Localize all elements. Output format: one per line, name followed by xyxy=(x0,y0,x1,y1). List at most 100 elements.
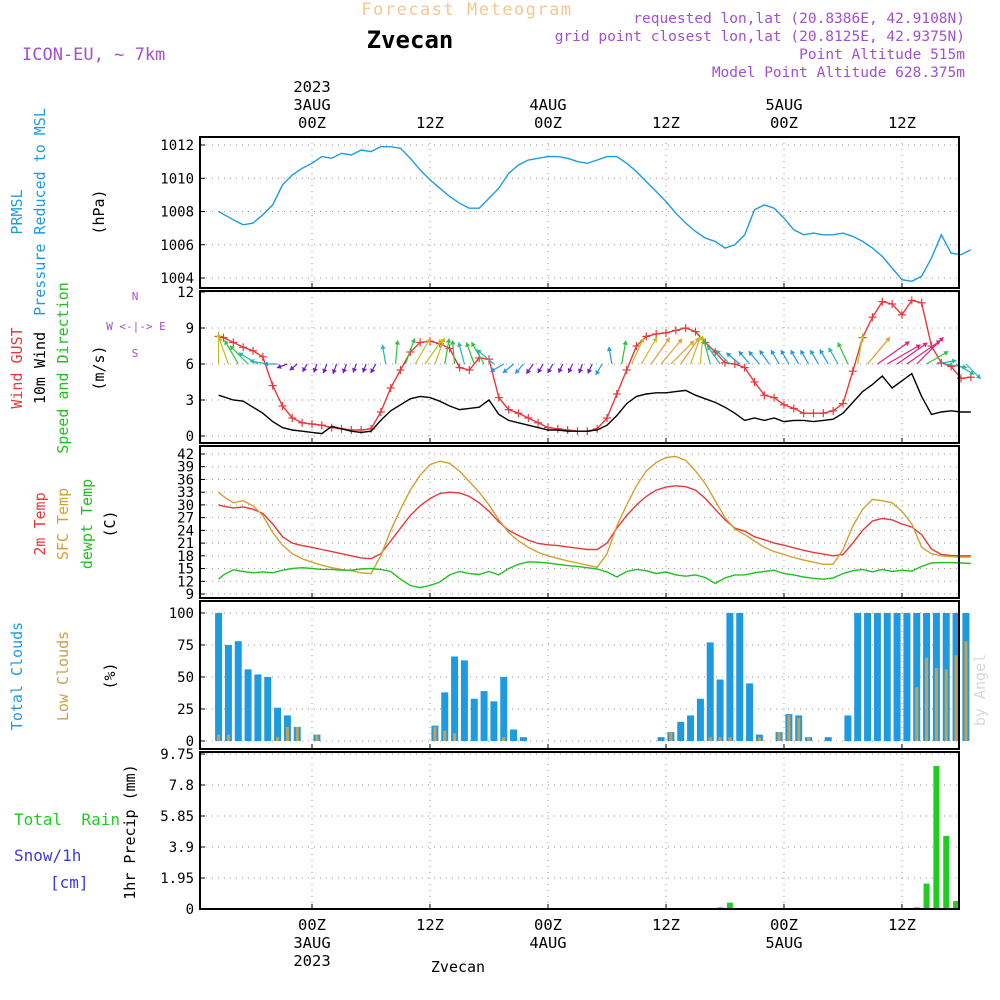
time-label-bottom: 5AUG xyxy=(765,934,802,952)
total_clouds-bar xyxy=(716,679,724,741)
wind-arrow-head xyxy=(790,350,796,356)
gust-marker xyxy=(838,399,847,408)
clouds-ytick-label: 75 xyxy=(177,638,194,654)
time-label-bottom: 2023 xyxy=(293,952,330,970)
snow-legend: Snow/1h xyxy=(14,846,81,865)
gust-marker xyxy=(661,328,670,337)
model-label: ICON-EU, ~ 7km xyxy=(22,45,165,65)
wind-arrow-head xyxy=(819,349,825,355)
low_clouds-bar xyxy=(718,737,722,741)
wind-arrow xyxy=(302,363,308,373)
wind-arrow xyxy=(621,340,628,365)
wind-arrow-head xyxy=(837,342,843,348)
wind-arrow xyxy=(450,340,456,365)
rain-bar xyxy=(953,901,960,909)
wind-arrow-head xyxy=(969,370,975,375)
wind-arrow xyxy=(640,337,658,365)
precip-ytick-label: 1.95 xyxy=(160,871,194,887)
wind-arrow-head xyxy=(665,337,670,343)
wind-arrow xyxy=(229,345,249,365)
gust-marker xyxy=(455,363,464,372)
wind-arrow-head xyxy=(440,337,446,343)
wind-arrow-shaft xyxy=(434,337,446,365)
compass-s: S xyxy=(132,347,139,360)
gust-marker xyxy=(563,426,572,434)
time-label-bottom: 00Z xyxy=(770,916,798,934)
gust-marker xyxy=(878,297,887,306)
wind-arrow-head xyxy=(652,337,658,343)
temperature-ytick-label: 42 xyxy=(177,447,194,463)
wind-arrow-shaft xyxy=(218,336,229,365)
compass-row: W <-|-> E xyxy=(106,320,166,333)
total_clouds-bar xyxy=(510,729,518,741)
wind-arrow-shaft xyxy=(886,344,921,365)
total_clouds-bar xyxy=(854,613,862,741)
wind-label-speed-direction: Speed and Direction xyxy=(54,282,72,454)
temperature-ytick-label: 21 xyxy=(177,536,194,552)
wind-arrow-head xyxy=(502,368,508,373)
low_clouds-bar xyxy=(807,737,811,741)
pressure-ytick-label: 1010 xyxy=(160,171,194,187)
wind-arrow xyxy=(404,338,416,365)
gust-marker xyxy=(770,393,779,402)
time-label-bottom: 00Z xyxy=(298,916,326,934)
clouds-label-total: Total Clouds xyxy=(8,622,26,730)
wind-arrow-head xyxy=(476,349,482,355)
gust-marker xyxy=(799,409,808,418)
wind-arrow xyxy=(457,342,465,365)
clouds-frame xyxy=(199,600,960,750)
wind-arrow xyxy=(341,363,348,374)
wind-arrow-head xyxy=(229,345,235,351)
wind-arrow-head xyxy=(471,342,476,348)
wind-arrow-head xyxy=(702,339,708,345)
low_clouds-bar xyxy=(443,730,447,741)
wind-arrow-head xyxy=(289,365,295,371)
gust-marker xyxy=(465,366,474,374)
precip-ytick-label: 9.75 xyxy=(160,747,194,763)
wind-arrow-head xyxy=(716,350,721,356)
gust-marker xyxy=(888,300,897,308)
total_clouds-bar xyxy=(470,698,478,741)
sfc-line xyxy=(218,455,971,575)
wind-arrow-shaft xyxy=(896,342,928,365)
wind-arrow-head xyxy=(526,368,532,374)
gust-marker xyxy=(278,402,287,410)
gust-marker xyxy=(779,400,788,409)
wind-arrow-head xyxy=(951,358,957,364)
gust-marker xyxy=(622,366,631,374)
low_clouds-bar xyxy=(433,726,437,741)
low_clouds-bar xyxy=(226,734,230,741)
precip-ytick-label: 0 xyxy=(186,902,194,918)
temp-label-dewpt: dewpt Temp xyxy=(78,479,96,569)
low_clouds-bar xyxy=(276,737,280,741)
wind-arrow xyxy=(361,363,367,373)
temperature-series xyxy=(218,455,971,589)
rain-bar xyxy=(923,883,930,909)
temperature-ytick-label: 27 xyxy=(177,511,194,527)
gust-marker xyxy=(553,424,562,433)
total_clouds-bar xyxy=(490,701,498,741)
clouds-unit-label: (%) xyxy=(101,662,119,689)
gust-marker xyxy=(789,404,798,413)
wind-arrow-head xyxy=(938,337,944,343)
gust-marker xyxy=(819,409,828,418)
wind-arrow xyxy=(631,337,645,365)
wind-arrow xyxy=(224,340,239,365)
time-label-bottom: 00Z xyxy=(534,916,562,934)
wind-arrow xyxy=(936,358,957,365)
total_clouds-bar xyxy=(264,677,272,741)
gust-marker xyxy=(268,381,277,390)
time-label-bottom: 12Z xyxy=(652,916,680,934)
rain-legend: Total Rain xyxy=(14,810,120,829)
wind-arrow-head xyxy=(263,361,268,367)
precip-axis-title: 1hr Precip (mm) xyxy=(121,764,139,899)
low_clouds-bar xyxy=(453,733,457,741)
gust-marker xyxy=(848,367,857,376)
wind-arrow xyxy=(837,342,849,365)
wind-arrow xyxy=(322,363,328,374)
gust-marker xyxy=(868,313,877,322)
wind-arrow-shaft xyxy=(444,338,450,365)
grid-layer xyxy=(200,137,959,910)
time-label-top: 2023 xyxy=(293,78,330,96)
